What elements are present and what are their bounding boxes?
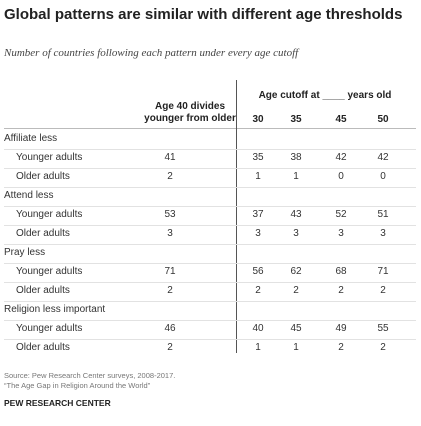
category-label: Religion less important (4, 304, 106, 315)
row-divider (4, 187, 416, 188)
cutoff-value: 3 (293, 228, 299, 239)
table-row: Older adults 2 1 1 0 0 (4, 169, 416, 187)
cutoff-value: 3 (338, 228, 344, 239)
cutoff-value: 52 (335, 209, 347, 220)
age40-value: 3 (167, 228, 173, 239)
row-divider (4, 206, 416, 207)
cutoff-value: 37 (252, 209, 264, 220)
cutoff-value: 1 (293, 171, 299, 182)
cutoff-value: 2 (380, 285, 386, 296)
cutoff-value: 40 (252, 323, 264, 334)
row-label: Older adults (16, 342, 70, 353)
row-divider (4, 263, 416, 264)
cutoff-value: 55 (377, 323, 389, 334)
row-label: Younger adults (16, 266, 83, 277)
cutoff-value: 43 (290, 209, 302, 220)
row-divider (4, 339, 416, 340)
cutoff-value: 2 (293, 285, 299, 296)
cutoff-value: 49 (335, 323, 347, 334)
row-divider (4, 168, 416, 169)
cutoff-35-header: 35 (290, 114, 302, 125)
age40-value: 2 (167, 342, 173, 353)
row-divider (4, 149, 416, 150)
row-label: Younger adults (16, 323, 83, 334)
source-note: Source: Pew Research Center surveys, 200… (4, 371, 175, 391)
age40-value: 46 (164, 323, 176, 334)
row-divider (4, 301, 416, 302)
cutoff-value: 71 (377, 266, 389, 277)
row-divider (4, 225, 416, 226)
cutoff-value: 62 (290, 266, 302, 277)
age40-value: 71 (164, 266, 176, 277)
source-line-1: Source: Pew Research Center surveys, 200… (4, 371, 176, 380)
cutoff-value: 3 (380, 228, 386, 239)
cutoff-value: 35 (252, 152, 264, 163)
cutoff-value: 51 (377, 209, 389, 220)
row-divider (4, 244, 416, 245)
category-row: Affiliate less (4, 131, 416, 149)
age-cutoff-header: Age cutoff at ____ years old (258, 90, 392, 101)
header-divider (4, 128, 416, 129)
cutoff-value: 0 (338, 171, 344, 182)
table-row: Older adults 3 3 3 3 3 (4, 226, 416, 244)
table-row: Younger adults 41 35 38 42 42 (4, 150, 416, 168)
cutoff-value: 1 (255, 342, 261, 353)
cutoff-value: 2 (338, 285, 344, 296)
cutoff-value: 42 (377, 152, 389, 163)
category-label: Affiliate less (4, 133, 58, 144)
cutoff-value: 38 (290, 152, 302, 163)
cutoff-value: 42 (335, 152, 347, 163)
row-label: Younger adults (16, 152, 83, 163)
row-divider (4, 282, 416, 283)
cutoff-value: 1 (255, 171, 261, 182)
table-row: Younger adults 46 40 45 49 55 (4, 321, 416, 339)
age40-value: 2 (167, 285, 173, 296)
cutoff-value: 3 (255, 228, 261, 239)
page-title: Global patterns are similar with differe… (4, 6, 403, 23)
cutoff-50-header: 50 (377, 114, 389, 125)
row-label: Younger adults (16, 209, 83, 220)
row-label: Older adults (16, 228, 70, 239)
cutoff-value: 56 (252, 266, 264, 277)
source-line-2: “The Age Gap in Religion Around the Worl… (4, 381, 151, 390)
cutoff-value: 1 (293, 342, 299, 353)
cutoff-value: 0 (380, 171, 386, 182)
row-label: Older adults (16, 285, 70, 296)
cutoff-value: 2 (380, 342, 386, 353)
table-row: Older adults 2 1 1 2 2 (4, 340, 416, 358)
table-row: Older adults 2 2 2 2 2 (4, 283, 416, 301)
table-row: Younger adults 71 56 62 68 71 (4, 264, 416, 282)
cutoff-30-header: 30 (252, 114, 264, 125)
category-label: Pray less (4, 247, 46, 258)
cutoff-value: 45 (290, 323, 302, 334)
column-divider (236, 80, 237, 353)
cutoff-value: 2 (338, 342, 344, 353)
table-row: Younger adults 53 37 43 52 51 (4, 207, 416, 225)
category-row: Religion less important (4, 302, 416, 320)
age40-header: Age 40 divides younger from older (144, 101, 236, 124)
age40-value: 2 (167, 171, 173, 182)
cutoff-value: 2 (255, 285, 261, 296)
category-label: Attend less (4, 190, 54, 201)
category-row: Pray less (4, 245, 416, 263)
row-divider (4, 320, 416, 321)
subtitle: Number of countries following each patte… (4, 47, 299, 59)
cutoff-45-header: 45 (335, 114, 347, 125)
organization-name: PEW RESEARCH CENTER (4, 398, 111, 408)
row-label: Older adults (16, 171, 70, 182)
category-row: Attend less (4, 188, 416, 206)
age40-value: 41 (164, 152, 176, 163)
age40-value: 53 (164, 209, 176, 220)
cutoff-value: 68 (335, 266, 347, 277)
